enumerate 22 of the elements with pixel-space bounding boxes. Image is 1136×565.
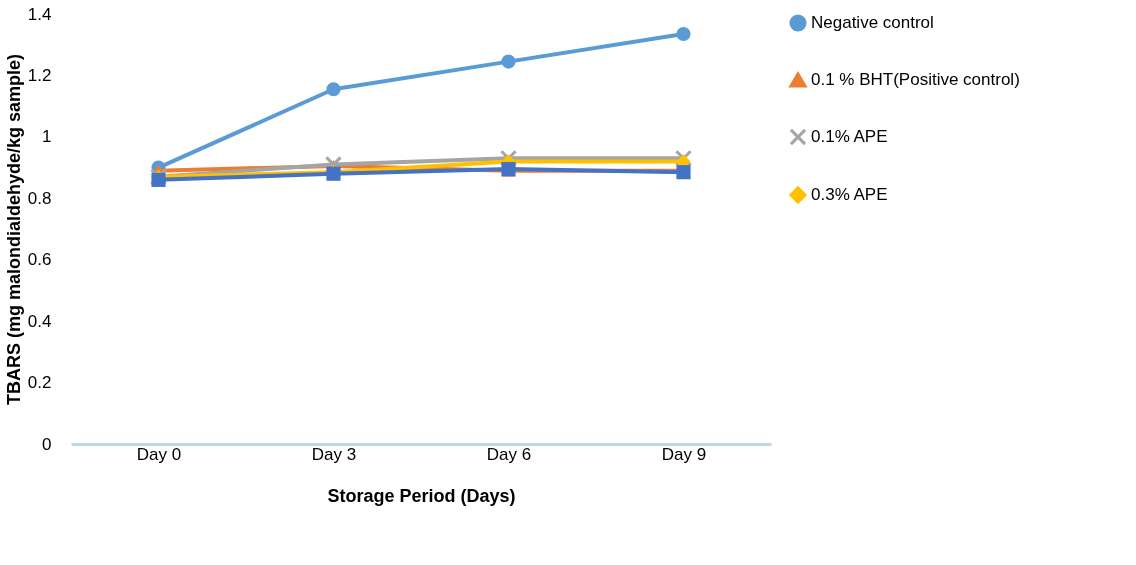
y-tick-label: 0.2 xyxy=(27,373,52,393)
y-tick-label: 1 xyxy=(42,127,52,147)
y-tick-label: 1.4 xyxy=(27,4,52,24)
legend-label: 0.3% APE xyxy=(811,185,888,204)
legend-label: 0.1% APE xyxy=(811,127,888,146)
x-tick-label: Day 6 xyxy=(486,444,532,464)
point xyxy=(501,54,516,69)
x-tick-label: Day 0 xyxy=(136,444,182,464)
y-tick-label: 1.2 xyxy=(27,65,52,85)
x-axis-title: Storage Period (Days) xyxy=(327,485,516,506)
point xyxy=(326,82,341,97)
y-tick-label: 0.8 xyxy=(27,188,52,208)
point xyxy=(676,26,691,42)
y-tick-label: 0.6 xyxy=(27,250,52,270)
point xyxy=(674,149,693,167)
legend-label: 0.1 % BHT(Positive control) xyxy=(811,70,1020,89)
y-tick-label: 0.4 xyxy=(27,311,52,331)
legend-label: Negative control xyxy=(811,13,934,32)
y-axis-title: TBARS (mg malondialdehyde/kg sample) xyxy=(3,53,24,406)
x-tick-label: Day 9 xyxy=(661,444,707,464)
y-tick-label: 0 xyxy=(42,434,52,454)
x-tick-label: Day 3 xyxy=(311,444,357,464)
